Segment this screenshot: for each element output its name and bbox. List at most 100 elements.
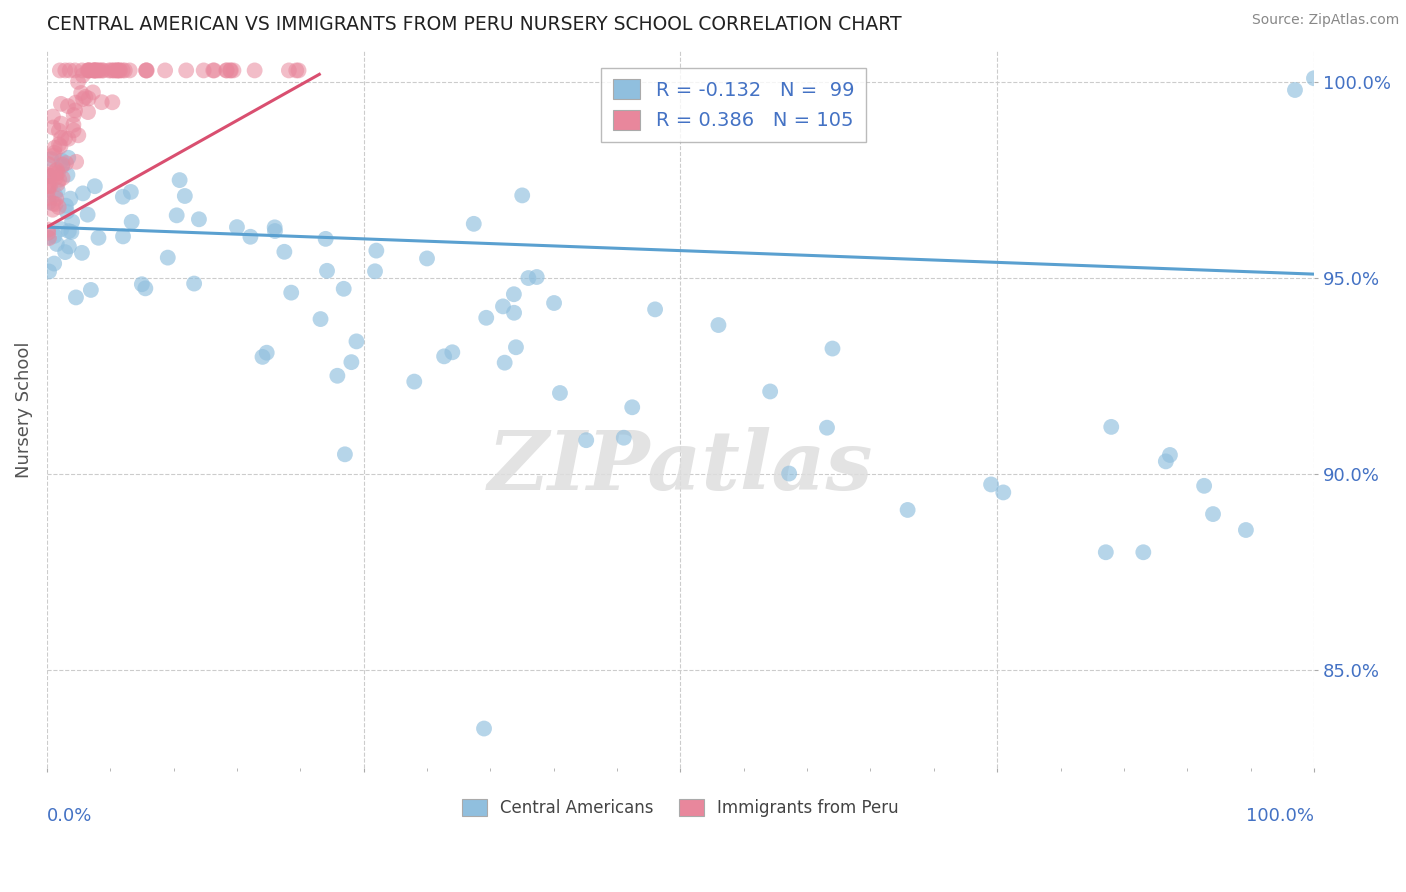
Point [621, 401, 644, 415]
Point [44, 187, 66, 202]
Point [51, 159, 73, 173]
Point [77, 63, 100, 78]
Point [105, 63, 128, 78]
Point [42, 120, 65, 135]
Text: ZIPatlas: ZIPatlas [488, 426, 873, 507]
Point [897, 503, 920, 517]
Point [778, 467, 800, 481]
Point [90, 95, 112, 110]
Point [517, 271, 540, 285]
Point [37, 157, 59, 171]
Point [62, 108, 84, 122]
Point [100, 63, 122, 78]
Point [332, 282, 354, 296]
Point [58, 239, 80, 253]
Point [45, 170, 67, 185]
Point [38, 169, 60, 183]
Point [72, 186, 94, 201]
Point [38, 195, 60, 210]
Point [1303, 71, 1326, 86]
Point [404, 375, 426, 389]
Point [39, 179, 62, 194]
Point [89, 63, 111, 78]
Point [75, 90, 97, 104]
Point [346, 334, 368, 349]
Point [51, 153, 73, 168]
Point [815, 420, 838, 434]
Point [219, 63, 242, 78]
Point [60, 214, 83, 228]
Point [111, 229, 134, 244]
Point [326, 368, 349, 383]
Point [38, 264, 60, 278]
Point [37, 191, 59, 205]
Point [759, 384, 782, 399]
Point [993, 485, 1015, 500]
Point [505, 340, 527, 354]
Point [38, 231, 60, 245]
Point [183, 277, 205, 291]
Point [55, 156, 77, 170]
Point [37, 168, 59, 182]
Point [49, 63, 72, 78]
Point [1192, 479, 1215, 493]
Point [1284, 83, 1306, 97]
Point [80, 283, 103, 297]
Text: 0.0%: 0.0% [46, 807, 93, 825]
Point [187, 212, 209, 227]
Point [316, 264, 339, 278]
Point [105, 63, 128, 78]
Point [44, 145, 66, 160]
Point [38, 169, 60, 184]
Point [273, 244, 295, 259]
Point [62, 118, 84, 132]
Point [38, 178, 60, 193]
Point [37, 226, 59, 240]
Point [51, 222, 73, 236]
Point [84, 63, 107, 78]
Point [441, 345, 464, 359]
Point [42, 110, 65, 124]
Point [101, 95, 124, 110]
Point [135, 63, 157, 78]
Point [70, 245, 93, 260]
Point [366, 244, 388, 258]
Point [63, 63, 86, 78]
Point [87, 231, 110, 245]
Point [219, 63, 242, 78]
Point [202, 63, 225, 78]
Point [91, 63, 114, 78]
Point [108, 63, 131, 78]
Point [707, 318, 730, 332]
Point [215, 63, 238, 78]
Point [48, 200, 70, 214]
Point [55, 199, 77, 213]
Point [156, 251, 179, 265]
Point [166, 208, 188, 222]
Point [111, 63, 134, 78]
Point [37, 230, 59, 244]
Point [107, 63, 129, 78]
Point [60, 225, 83, 239]
Point [77, 91, 100, 105]
Point [44, 168, 66, 182]
Point [41, 202, 63, 217]
Point [45, 236, 67, 251]
Point [121, 215, 143, 229]
Point [72, 92, 94, 106]
Point [285, 63, 308, 78]
Point [1202, 507, 1225, 521]
Point [51, 131, 73, 145]
Point [1159, 448, 1181, 462]
Point [821, 342, 844, 356]
Point [42, 149, 65, 163]
Point [46, 177, 69, 191]
Point [1234, 523, 1257, 537]
Point [53, 131, 76, 145]
Point [84, 63, 107, 78]
Point [169, 173, 191, 187]
Point [59, 63, 82, 78]
Point [83, 63, 105, 78]
Point [644, 302, 666, 317]
Point [494, 356, 516, 370]
